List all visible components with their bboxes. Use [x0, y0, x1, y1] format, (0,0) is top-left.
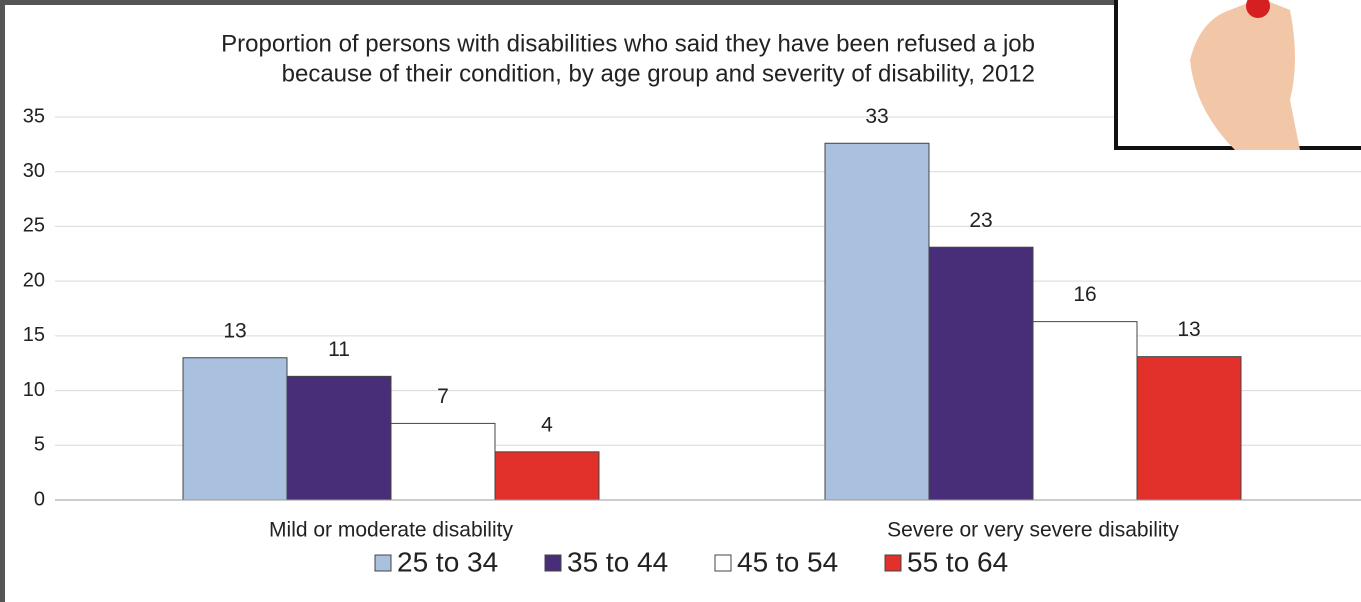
data-label: 11	[328, 338, 350, 361]
y-tick-label: 5	[34, 434, 45, 456]
data-label: 16	[1073, 283, 1096, 306]
legend-label: 55 to 64	[907, 546, 1008, 577]
bar	[182, 357, 288, 501]
x-tick-label: Severe or very severe disability	[887, 519, 1179, 542]
bar	[494, 451, 600, 501]
y-tick-label: 15	[23, 324, 45, 346]
plot: 0 5 10 15 20 25 30 35 Mild or moderate disabilit…	[23, 105, 1361, 577]
legend-swatch	[714, 554, 732, 572]
data-label: 23	[969, 209, 992, 232]
legend-swatch	[884, 554, 902, 572]
data-label: 7	[437, 385, 449, 408]
legend-swatch	[374, 554, 392, 572]
data-label: 13	[223, 319, 246, 342]
y-tick-label: 35	[23, 105, 45, 127]
data-label: 4	[541, 413, 553, 436]
legend-label: 45 to 54	[737, 546, 838, 577]
bar	[1032, 321, 1138, 501]
legend-label: 35 to 44	[567, 546, 668, 577]
bar	[390, 422, 496, 501]
bar	[824, 142, 930, 501]
hand	[1190, 0, 1300, 150]
chart-title: because of their condition, by age group…	[282, 60, 1035, 87]
y-tick-label: 0	[34, 488, 45, 510]
y-tick-label: 10	[23, 379, 45, 401]
photo	[1114, 0, 1361, 150]
legend-label: 25 to 34	[397, 546, 498, 577]
bar	[286, 375, 392, 501]
data-label: 13	[1177, 318, 1200, 341]
bar	[928, 246, 1034, 501]
y-tick-label: 30	[23, 160, 45, 182]
y-tick-label: 20	[23, 269, 45, 291]
y-tick-label: 25	[23, 215, 45, 237]
data-label: 33	[865, 105, 888, 128]
x-tick-label: Mild or moderate disability	[269, 519, 513, 542]
chart-title: Proportion of persons with disabilities …	[221, 30, 1035, 57]
bar	[1136, 356, 1242, 501]
marker	[1246, 0, 1270, 18]
legend-swatch	[544, 554, 562, 572]
